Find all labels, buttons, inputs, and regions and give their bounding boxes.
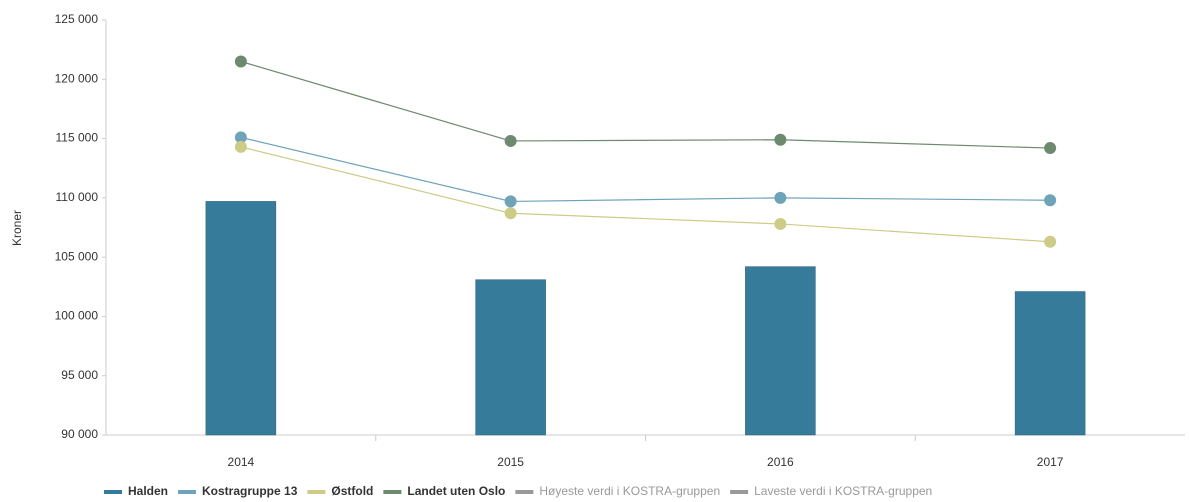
point xyxy=(234,131,247,144)
y-tick-label: 125 000 xyxy=(55,12,99,26)
line xyxy=(240,60,1051,149)
legend: Halden Kostragruppe 13 Østfold Landet uten … xyxy=(104,484,932,498)
point xyxy=(774,191,787,204)
bar xyxy=(205,201,277,436)
y-tick-label: 105 000 xyxy=(55,249,99,263)
point xyxy=(504,134,517,147)
point xyxy=(1044,235,1057,248)
point xyxy=(1044,194,1057,207)
y-tick-label: 90 000 xyxy=(61,427,98,441)
line xyxy=(240,146,1051,243)
y-tick-label: 115 000 xyxy=(56,131,99,145)
point xyxy=(234,55,247,68)
point xyxy=(504,195,517,208)
x-tick-label: 2014 xyxy=(228,455,255,469)
point xyxy=(774,217,787,230)
line xyxy=(240,136,1051,203)
y-tick-label: 120 000 xyxy=(55,71,99,85)
point xyxy=(504,207,517,220)
y-tick-label: 110 000 xyxy=(56,190,99,204)
legend-label: Laveste verdi i KOSTRA-gruppen xyxy=(754,484,932,498)
bar xyxy=(1014,291,1086,436)
point xyxy=(774,133,787,146)
bar xyxy=(745,266,816,436)
y-tick-label: 100 000 xyxy=(55,309,99,323)
x-tick-label: 2017 xyxy=(1037,455,1064,469)
legend-label: Høyeste verdi i KOSTRA-gruppen xyxy=(539,484,720,498)
point xyxy=(234,140,247,153)
legend-label: Halden xyxy=(128,484,168,498)
point xyxy=(1044,142,1057,155)
legend-label: Landet uten Oslo xyxy=(407,484,505,498)
y-axis-title: Kroner xyxy=(10,210,24,246)
legend-label: Kostragruppe 13 xyxy=(202,484,298,498)
x-tick-label: 2015 xyxy=(497,455,524,469)
y-tick-label: 95 000 xyxy=(61,368,98,382)
legend-label: Østfold xyxy=(331,484,373,498)
x-tick-label: 2016 xyxy=(767,455,794,469)
bar xyxy=(475,279,546,436)
